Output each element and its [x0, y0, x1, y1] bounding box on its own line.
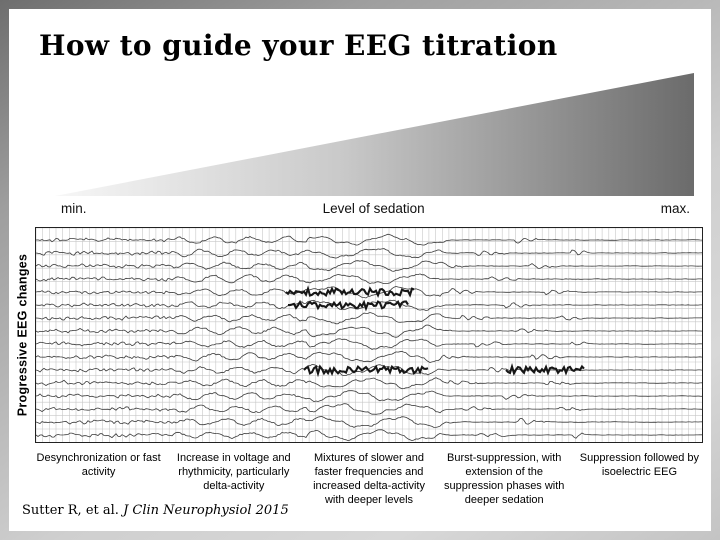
stage-caption-2: Increase in voltage and rhythmicity, par…	[176, 452, 291, 493]
sedation-axis-title: Level of sedation	[322, 201, 425, 216]
eeg-trace-panel	[35, 227, 703, 443]
sedation-min-label: min.	[61, 201, 87, 216]
sedation-axis: min. Level of sedation max.	[55, 201, 694, 216]
stage-caption-5: Suppression followed by isoelectric EEG	[579, 452, 700, 479]
stage-caption-3: Mixtures of slower and faster frequencie…	[313, 452, 425, 507]
citation: Sutter R, et al. J Clin Neurophysiol 201…	[22, 503, 289, 518]
slide: How to guide your EEG titration min. Lev…	[9, 9, 711, 531]
progressive-eeg-axis-label: Progressive EEG changes	[15, 253, 29, 417]
stage-captions: Desynchronization or fast activity Incre…	[35, 451, 703, 507]
citation-journal: J Clin Neurophysiol 2015	[123, 503, 289, 518]
sedation-max-label: max.	[660, 201, 690, 216]
slide-title: How to guide your EEG titration	[39, 29, 558, 62]
stage-caption-1: Desynchronization or fast activity	[36, 452, 161, 479]
sedation-gradient-wedge	[55, 73, 694, 196]
stage-caption-4: Burst-suppression, with extension of the…	[443, 452, 565, 507]
eeg-traces-svg	[36, 228, 702, 442]
citation-authors: Sutter R, et al.	[22, 503, 119, 518]
